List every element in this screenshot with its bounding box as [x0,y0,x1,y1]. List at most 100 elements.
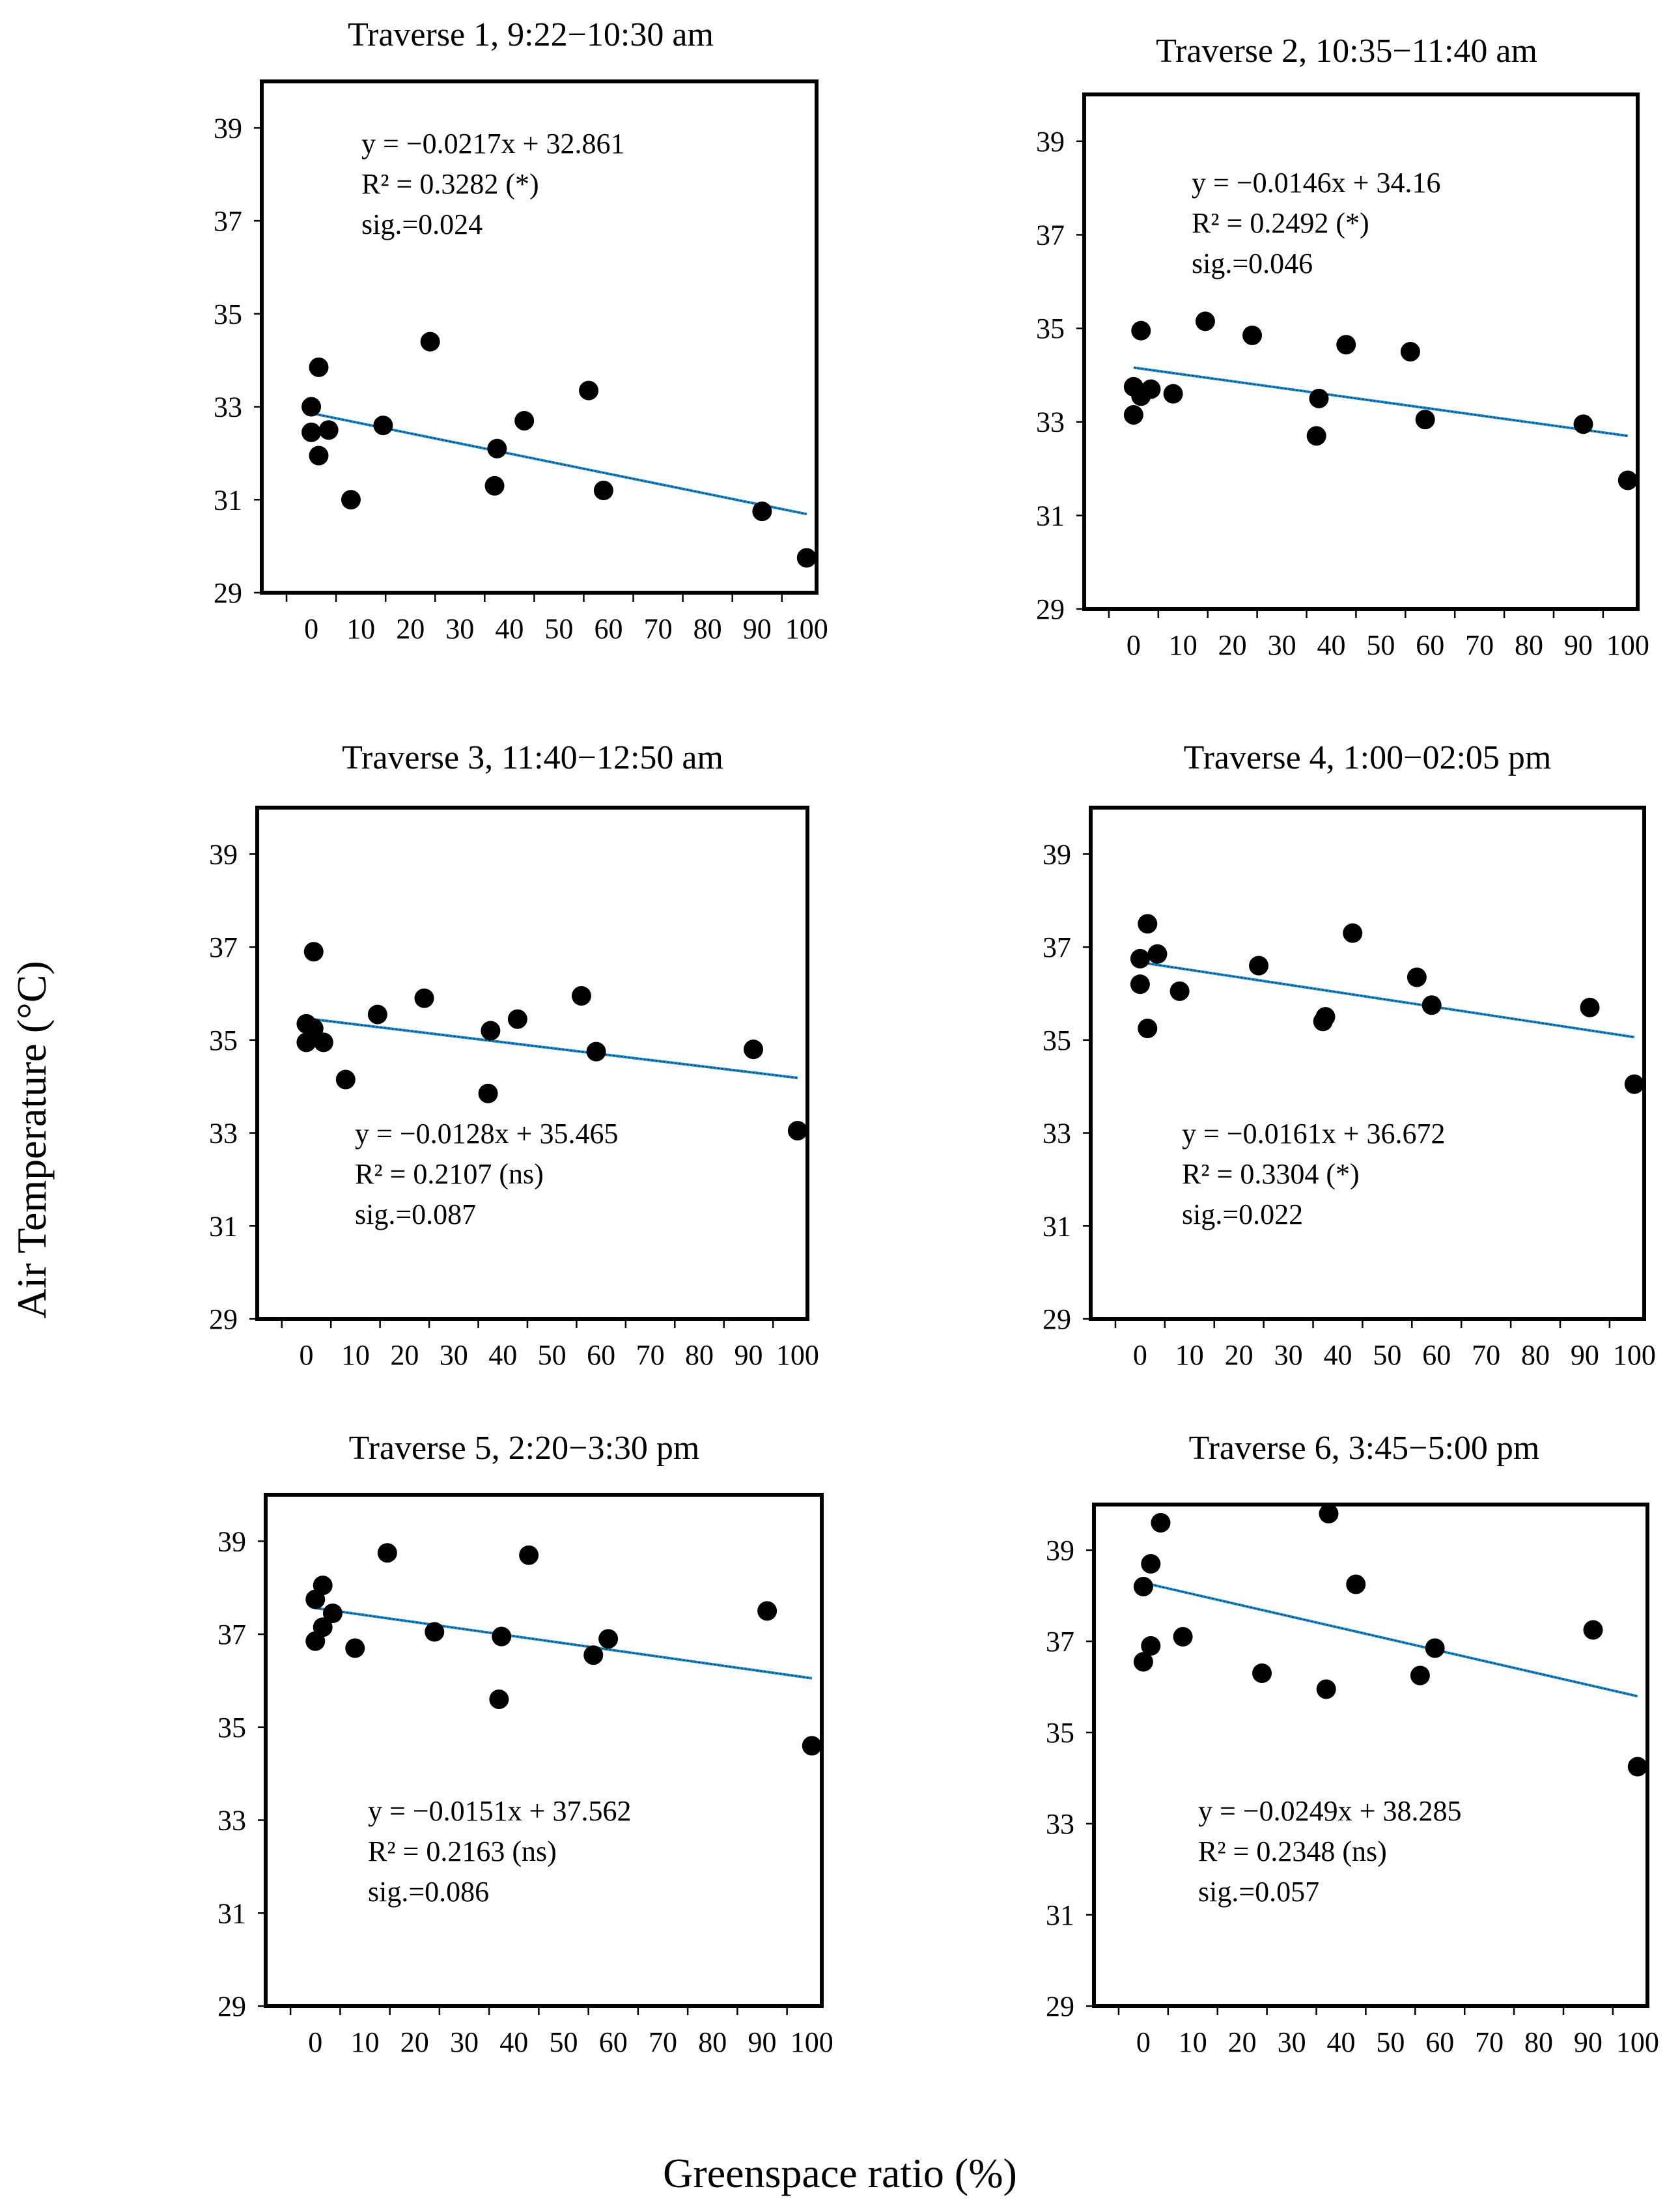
data-point [1130,948,1150,969]
y-tick-label: 37 [1046,1626,1074,1658]
data-point [487,438,507,459]
regression-annotation-line: y = −0.0161x + 36.672 [1182,1118,1445,1150]
panel-title: Traverse 2, 10:35−11:40 am [1156,33,1537,70]
x-tick-label: 30 [1274,1339,1303,1371]
regression-annotation-line: sig.=0.046 [1192,247,1313,279]
x-tick-label: 70 [1475,2026,1504,2058]
x-tick-label: 20 [1225,1339,1253,1371]
x-tick-label: 40 [1326,2026,1355,2058]
data-point [796,548,817,568]
data-point [492,1626,512,1647]
x-tick-label: 0 [1133,1339,1147,1371]
data-point [420,332,440,352]
x-tick-label: 50 [1376,2026,1405,2058]
x-tick-label: 80 [685,1339,714,1371]
x-tick-label: 50 [1366,629,1395,661]
y-tick-label: 35 [214,298,242,330]
plot-frame [1092,1503,1649,2008]
regression-annotation-line: y = −0.0146x + 34.16 [1192,167,1440,199]
y-tick-label: 33 [214,391,242,423]
x-tick-label: 10 [1179,2026,1207,2058]
data-point [1147,944,1168,964]
data-point [1242,325,1263,345]
x-tick-label: 100 [776,1339,819,1371]
data-point [1583,1620,1603,1640]
x-tick-label: 80 [693,613,722,645]
data-point [1624,1074,1644,1094]
y-tick-label: 29 [217,1990,246,2022]
y-tick-label: 39 [209,838,238,870]
data-point [593,481,613,500]
trend-line-core [306,1017,798,1079]
regression-annotation-line: R² = 0.2348 (ns) [1198,1835,1387,1867]
data-point [1141,379,1161,399]
data-point [1252,1663,1272,1683]
x-tick-label: 90 [734,1339,763,1371]
data-point [1343,923,1363,943]
y-tick-label: 31 [209,1210,238,1242]
x-tick-label: 30 [1278,2026,1306,2058]
y-tick-label: 37 [209,931,238,963]
data-point [318,420,339,440]
x-tick-label: 90 [748,2026,777,2058]
data-point [373,416,393,436]
x-tick-label: 60 [1425,2026,1454,2058]
x-tick-label: 0 [1127,629,1141,661]
data-point [514,410,535,431]
x-tick-label: 90 [1571,1339,1599,1371]
y-tick-label: 37 [1043,931,1071,963]
plot-frame [255,806,809,1321]
x-tick-label: 70 [1472,1339,1500,1371]
panel-title: Traverse 4, 1:00−02:05 pm [1184,739,1552,776]
x-tick-label: 40 [1317,629,1345,661]
regression-annotation-line: y = −0.0217x + 32.861 [361,128,624,160]
x-tick-label: 90 [1564,629,1593,661]
x-tick-label: 0 [308,2026,322,2058]
y-tick-label: 39 [1036,126,1065,158]
y-tick-label: 29 [209,1303,238,1335]
y-tick-label: 37 [1036,219,1065,251]
data-point [1141,1554,1161,1574]
x-tick-label: 80 [698,2026,727,2058]
y-tick-label: 33 [209,1118,238,1150]
regression-annotation-line: R² = 0.3304 (*) [1182,1158,1360,1190]
regression-annotation-line: R² = 0.2107 (ns) [355,1158,544,1190]
y-axis-title: Air Temperature (°C) [8,961,55,1319]
x-tick-label: 90 [1574,2026,1603,2058]
y-tick-label: 37 [214,205,242,237]
data-point [296,1032,316,1053]
x-tick-label: 20 [390,1339,419,1371]
data-point [1617,470,1638,490]
data-point [507,1009,527,1029]
data-point [1133,1652,1153,1672]
data-point [414,988,434,1008]
data-point [484,475,505,496]
data-point [367,1004,387,1025]
x-tick-label: 10 [1175,1339,1204,1371]
data-point [1138,1018,1158,1038]
trend-line-core [1143,1582,1638,1697]
x-tick-label: 90 [743,613,772,645]
data-point [1195,311,1215,332]
regression-annotation-line: y = −0.0249x + 38.285 [1198,1795,1461,1827]
x-tick-label: 50 [538,1339,567,1371]
x-tick-label: 20 [1218,629,1247,661]
x-tick-label: 40 [488,1339,517,1371]
data-point [303,942,324,962]
x-tick-label: 10 [1169,629,1197,661]
data-point [1138,914,1158,934]
regression-annotation-line: sig.=0.024 [361,208,483,240]
trend-line-core [1140,961,1634,1038]
plot-frame [264,1493,824,2008]
data-point [1580,997,1600,1017]
data-point [802,1736,822,1756]
data-point [579,380,599,401]
x-tick-label: 50 [550,2026,578,2058]
data-point [583,1645,604,1665]
x-tick-label: 60 [595,613,623,645]
panel-5: Traverse 5, 2:20−3:30 pm 29 31 33 35 37 39 0 10 2… [217,1430,833,2058]
x-tick-label: 40 [499,2026,528,2058]
y-tick-label: 39 [1043,838,1071,870]
trend-line-core [1133,367,1628,437]
